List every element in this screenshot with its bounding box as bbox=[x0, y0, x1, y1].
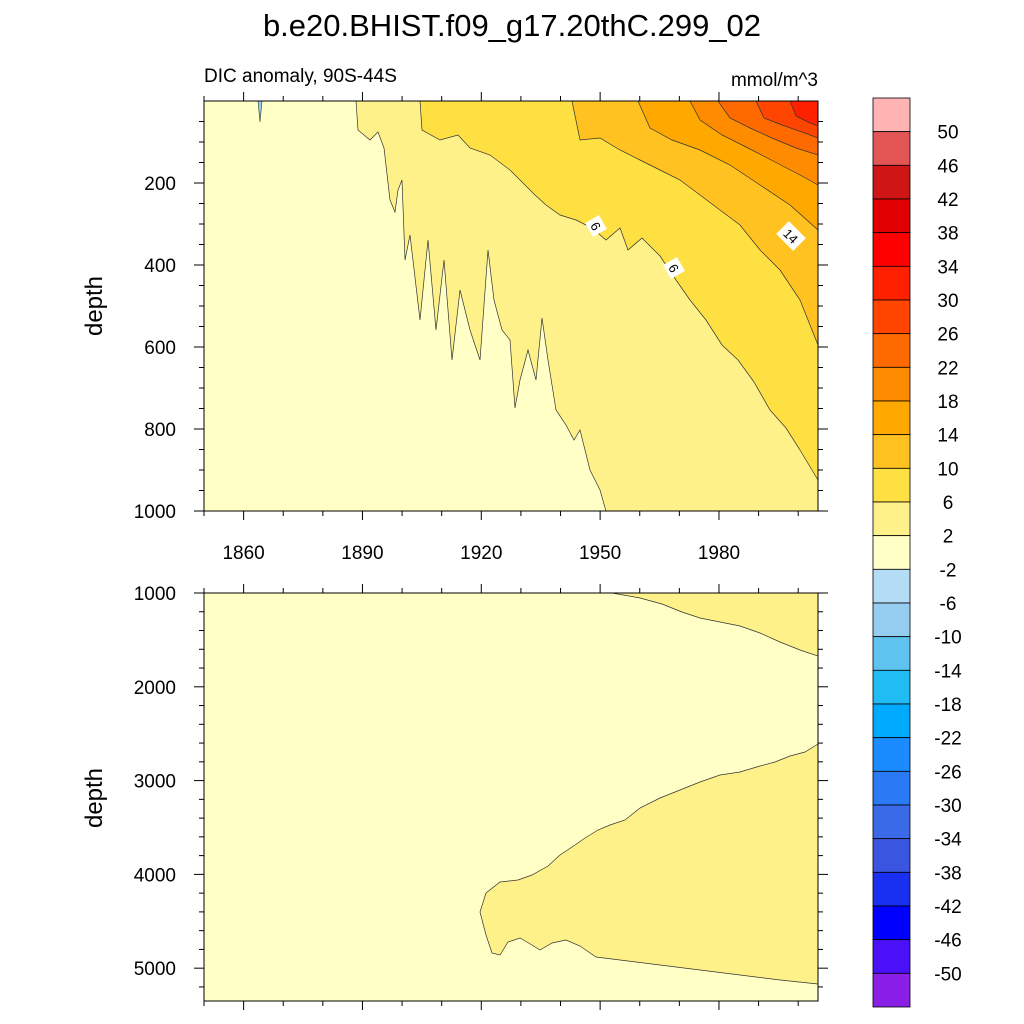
colorbar-label: 30 bbox=[937, 291, 958, 312]
colorbar-swatch bbox=[872, 770, 911, 806]
colorbar-label: -10 bbox=[934, 628, 961, 649]
colorbar-label: 50 bbox=[937, 123, 958, 144]
top-panel bbox=[204, 101, 818, 511]
colorbar-label: 18 bbox=[937, 392, 958, 413]
colorbar-swatch bbox=[872, 535, 911, 570]
colorbar-swatch bbox=[872, 804, 911, 840]
colorbar-swatch bbox=[872, 636, 911, 671]
bottom-band-fill-2-6-lower bbox=[479, 743, 818, 1001]
colorbar-swatch bbox=[872, 871, 911, 907]
colorbar-swatch bbox=[872, 198, 911, 234]
x-tick-label: 1980 bbox=[698, 543, 740, 564]
colorbar-label: -22 bbox=[934, 729, 961, 750]
bottom-fill-floor bbox=[204, 986, 818, 1001]
colorbar-swatch bbox=[872, 164, 911, 200]
colorbar-label: 46 bbox=[937, 156, 958, 177]
bottom-y-axis-label: depth bbox=[81, 768, 108, 828]
contour-label-6-b: 6 bbox=[663, 257, 685, 279]
colorbar-label: 6 bbox=[943, 493, 954, 514]
colorbar-swatch bbox=[872, 737, 911, 772]
colorbar-swatch bbox=[872, 501, 911, 537]
colorbar-swatch bbox=[872, 131, 911, 166]
colorbar-label: -42 bbox=[934, 897, 961, 918]
bottom-y-tick-label: 4000 bbox=[134, 865, 176, 886]
colorbar-label: -46 bbox=[934, 931, 961, 952]
contour-label-6-a: 6 bbox=[585, 215, 607, 237]
colorbar-label: -6 bbox=[940, 594, 957, 615]
top-y-tick-label: 200 bbox=[144, 174, 176, 195]
colorbar-swatch bbox=[872, 400, 911, 436]
contour-label-14: 14 bbox=[776, 221, 806, 251]
bottom-y-tick-label: 1000 bbox=[134, 584, 176, 605]
colorbar-label: 10 bbox=[937, 459, 958, 480]
bottom-plot-frame bbox=[203, 592, 819, 1002]
colorbar-label: 2 bbox=[943, 527, 954, 548]
band-fill-30-34 bbox=[789, 101, 818, 127]
top-y-axis-label: depth bbox=[81, 276, 108, 336]
colorbar-swatch bbox=[872, 972, 911, 1008]
colorbar-label: -2 bbox=[940, 560, 957, 581]
x-tick-label: 1950 bbox=[579, 543, 621, 564]
colorbar-label: 22 bbox=[937, 358, 958, 379]
top-y-tick-label: 1000 bbox=[134, 502, 176, 523]
colorbar-swatch bbox=[872, 366, 911, 402]
colorbar-swatch bbox=[872, 299, 911, 335]
top-y-tick-label: 800 bbox=[144, 420, 176, 441]
colorbar-swatch bbox=[872, 939, 911, 974]
colorbar-swatch bbox=[872, 669, 911, 705]
bottom-panel bbox=[204, 593, 818, 1001]
colorbar: 50 46 42 38 34 30 26 22 18 14 10 6 2 -2 -6 -10 -14 -18 -22… bbox=[872, 97, 962, 1008]
colorbar-label: -34 bbox=[934, 830, 962, 851]
colorbar-swatch bbox=[872, 703, 911, 739]
colorbar-swatch bbox=[872, 467, 911, 503]
colorbar-swatch bbox=[872, 568, 911, 604]
bottom-y-tick-label: 5000 bbox=[134, 959, 176, 980]
colorbar-label: -18 bbox=[934, 695, 961, 716]
colorbar-swatch bbox=[872, 232, 911, 267]
top-axis-ticks: 1860 1890 1920 1950 1980 200 400 600 800 1000 bbox=[134, 92, 828, 564]
colorbar-swatch bbox=[872, 333, 911, 368]
colorbar-label: 42 bbox=[937, 190, 958, 211]
colorbar-label: 34 bbox=[937, 257, 959, 278]
colorbar-swatch bbox=[872, 838, 911, 873]
x-tick-label: 1890 bbox=[341, 543, 383, 564]
units-label: mmol/m^3 bbox=[731, 70, 818, 91]
x-tick-label: 1860 bbox=[222, 543, 264, 564]
colorbar-label: 14 bbox=[937, 426, 959, 447]
colorbar-label: -38 bbox=[934, 863, 961, 884]
colorbar-label: -14 bbox=[934, 661, 962, 682]
bottom-band-fill-2-6-upper bbox=[611, 593, 818, 657]
colorbar-label: 38 bbox=[937, 224, 958, 245]
bottom-y-tick-label: 2000 bbox=[134, 678, 176, 699]
colorbar-swatch bbox=[872, 905, 911, 941]
negative-sliver bbox=[257, 101, 263, 123]
top-y-tick-label: 600 bbox=[144, 338, 176, 359]
colorbar-label: -50 bbox=[934, 964, 961, 985]
colorbar-label: -30 bbox=[934, 796, 961, 817]
bottom-y-tick-label: 3000 bbox=[134, 772, 176, 793]
colorbar-swatch bbox=[872, 97, 911, 133]
colorbar-label: -26 bbox=[934, 762, 961, 783]
colorbar-swatch bbox=[872, 265, 911, 301]
colorbar-label: 26 bbox=[937, 325, 958, 346]
chart-title: b.e20.BHIST.f09_g17.20thC.299_02 bbox=[263, 8, 761, 43]
x-tick-label: 1920 bbox=[460, 543, 502, 564]
top-y-tick-label: 400 bbox=[144, 256, 176, 277]
bottom-axis-ticks: 1000 2000 3000 4000 5000 bbox=[134, 584, 828, 1010]
colorbar-swatch bbox=[872, 602, 911, 638]
colorbar-swatch bbox=[872, 434, 911, 469]
chart-subtitle: DIC anomaly, 90S-44S bbox=[204, 66, 397, 87]
